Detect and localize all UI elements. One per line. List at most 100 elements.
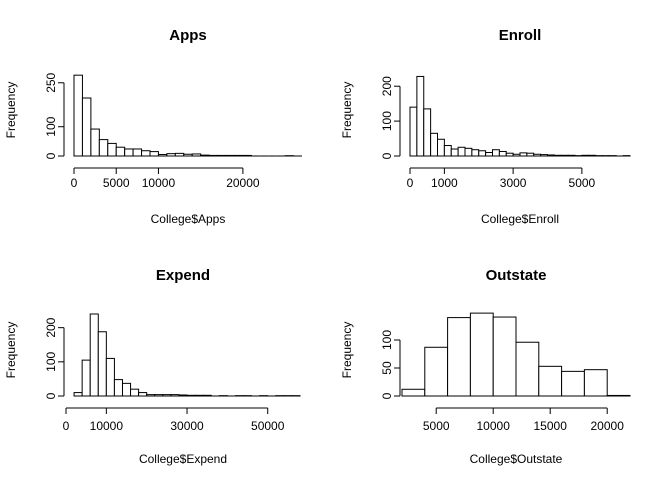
x-tick-label: 5000 (103, 176, 130, 190)
panel-title: Enroll (499, 27, 542, 44)
histogram-bar (113, 379, 123, 397)
x-tick-label: 5000 (569, 176, 596, 190)
panel-outstate: Outstate 5000 10000 15000 20000 0 50 100 College… (340, 267, 631, 466)
histogram-bar (89, 313, 99, 397)
x-tick-label: 20000 (591, 419, 625, 433)
histogram-bar (200, 154, 210, 157)
histogram-bar (423, 108, 432, 157)
histogram-bar (208, 154, 219, 157)
histogram-bar (588, 154, 597, 157)
y-tick-label: 250 (44, 72, 58, 92)
histogram-bar (553, 154, 562, 157)
histogram-bar (498, 150, 507, 157)
y-tick-label: 0 (380, 152, 394, 159)
x-tick-label: 15000 (534, 419, 568, 433)
histogram-bar (121, 382, 132, 397)
histogram-bar (457, 146, 466, 157)
x-tick-label: 10000 (142, 176, 176, 190)
y-axis-label: Frequency (4, 322, 18, 379)
histogram-bar (141, 150, 151, 157)
x-tick-label: 10000 (90, 419, 124, 433)
histogram-bar (174, 152, 185, 157)
panel-title: Outstate (486, 267, 547, 284)
histogram-bar (540, 154, 548, 157)
histogram-bar (416, 75, 425, 157)
histogram-bar (424, 346, 449, 397)
x-axis-label: College$Outstate (470, 452, 563, 466)
y-tick-label: 200 (44, 317, 58, 337)
panel-apps: Apps 0 5000 10000 20000 0 100 250 College$Apps Fr… (4, 27, 302, 226)
x-tick-label: 1000 (431, 176, 458, 190)
histogram-bar (97, 331, 107, 397)
histogram-bar (202, 394, 212, 397)
histogram-bar (447, 317, 471, 397)
x-tick-label: 3000 (500, 176, 527, 190)
y-tick-label: 200 (380, 76, 394, 96)
x-axis-label: College$Expend (139, 452, 227, 466)
histogram-bar (186, 394, 196, 397)
x-tick-label: 20000 (226, 176, 260, 190)
histogram-bar (217, 154, 227, 157)
histogram-bar (132, 148, 143, 157)
histogram-bar (561, 370, 585, 397)
histogram-bar (567, 154, 576, 157)
histogram-bar (526, 152, 535, 157)
histogram-bar (162, 394, 172, 397)
y-tick-label: 100 (380, 330, 394, 350)
histogram-bar (505, 152, 514, 157)
histogram-bar (73, 74, 83, 157)
histogram-bar (443, 145, 452, 157)
histogram-bar (492, 316, 517, 397)
y-axis-label: Frequency (340, 322, 354, 379)
histogram-bar (464, 147, 473, 157)
x-tick-label: 30000 (170, 419, 204, 433)
histogram-bar (469, 312, 494, 397)
histogram-bar (515, 341, 540, 397)
y-tick-label: 0 (44, 392, 58, 399)
histogram-bar (437, 138, 445, 157)
x-tick-label: 0 (407, 176, 414, 190)
histogram-bar (430, 132, 438, 157)
y-tick-label: 0 (44, 152, 58, 159)
histogram-bar (492, 149, 500, 157)
histogram-bar (138, 392, 148, 397)
histogram-bar (81, 359, 91, 397)
x-tick-label: 50000 (251, 419, 285, 433)
histogram-bar (478, 150, 487, 157)
x-tick-label: 0 (63, 419, 70, 433)
x-axis-label: College$Enroll (481, 212, 559, 226)
histogram-bar (98, 139, 109, 157)
histogram-bar (225, 154, 235, 157)
y-tick-label: 50 (380, 361, 394, 375)
histogram-bar (606, 394, 631, 397)
histogram-bar (485, 152, 493, 157)
x-tick-label: 5000 (423, 419, 450, 433)
histogram-bar (450, 148, 459, 157)
histogram-bar (166, 153, 176, 157)
panel-title: Expend (156, 267, 210, 284)
histogram-bar (124, 148, 134, 157)
y-tick-label: 100 (44, 116, 58, 136)
histogram-bar (547, 154, 555, 157)
x-axis-label: College$Apps (151, 212, 226, 226)
histogram-bar (149, 151, 159, 157)
histogram-bar (107, 142, 117, 157)
histogram-bar (73, 392, 83, 397)
x-tick-label: 0 (71, 176, 78, 190)
y-tick-label: 100 (380, 111, 394, 131)
histogram-bar (157, 154, 168, 157)
histogram-bar (242, 154, 252, 157)
histogram-bar (519, 152, 528, 157)
histogram-bar (533, 153, 542, 157)
histogram-bar (538, 365, 563, 397)
panel-enroll: Enroll 0 1000 3000 5000 0 100 200 College$Enroll… (340, 27, 631, 226)
histogram-bar (560, 154, 569, 157)
histogram-bar (154, 394, 164, 397)
y-tick-label: 0 (380, 392, 394, 399)
histogram-bar (170, 394, 180, 397)
histogram-bar (115, 146, 126, 157)
x-tick-label: 10000 (477, 419, 511, 433)
y-axis-label: Frequency (340, 82, 354, 139)
